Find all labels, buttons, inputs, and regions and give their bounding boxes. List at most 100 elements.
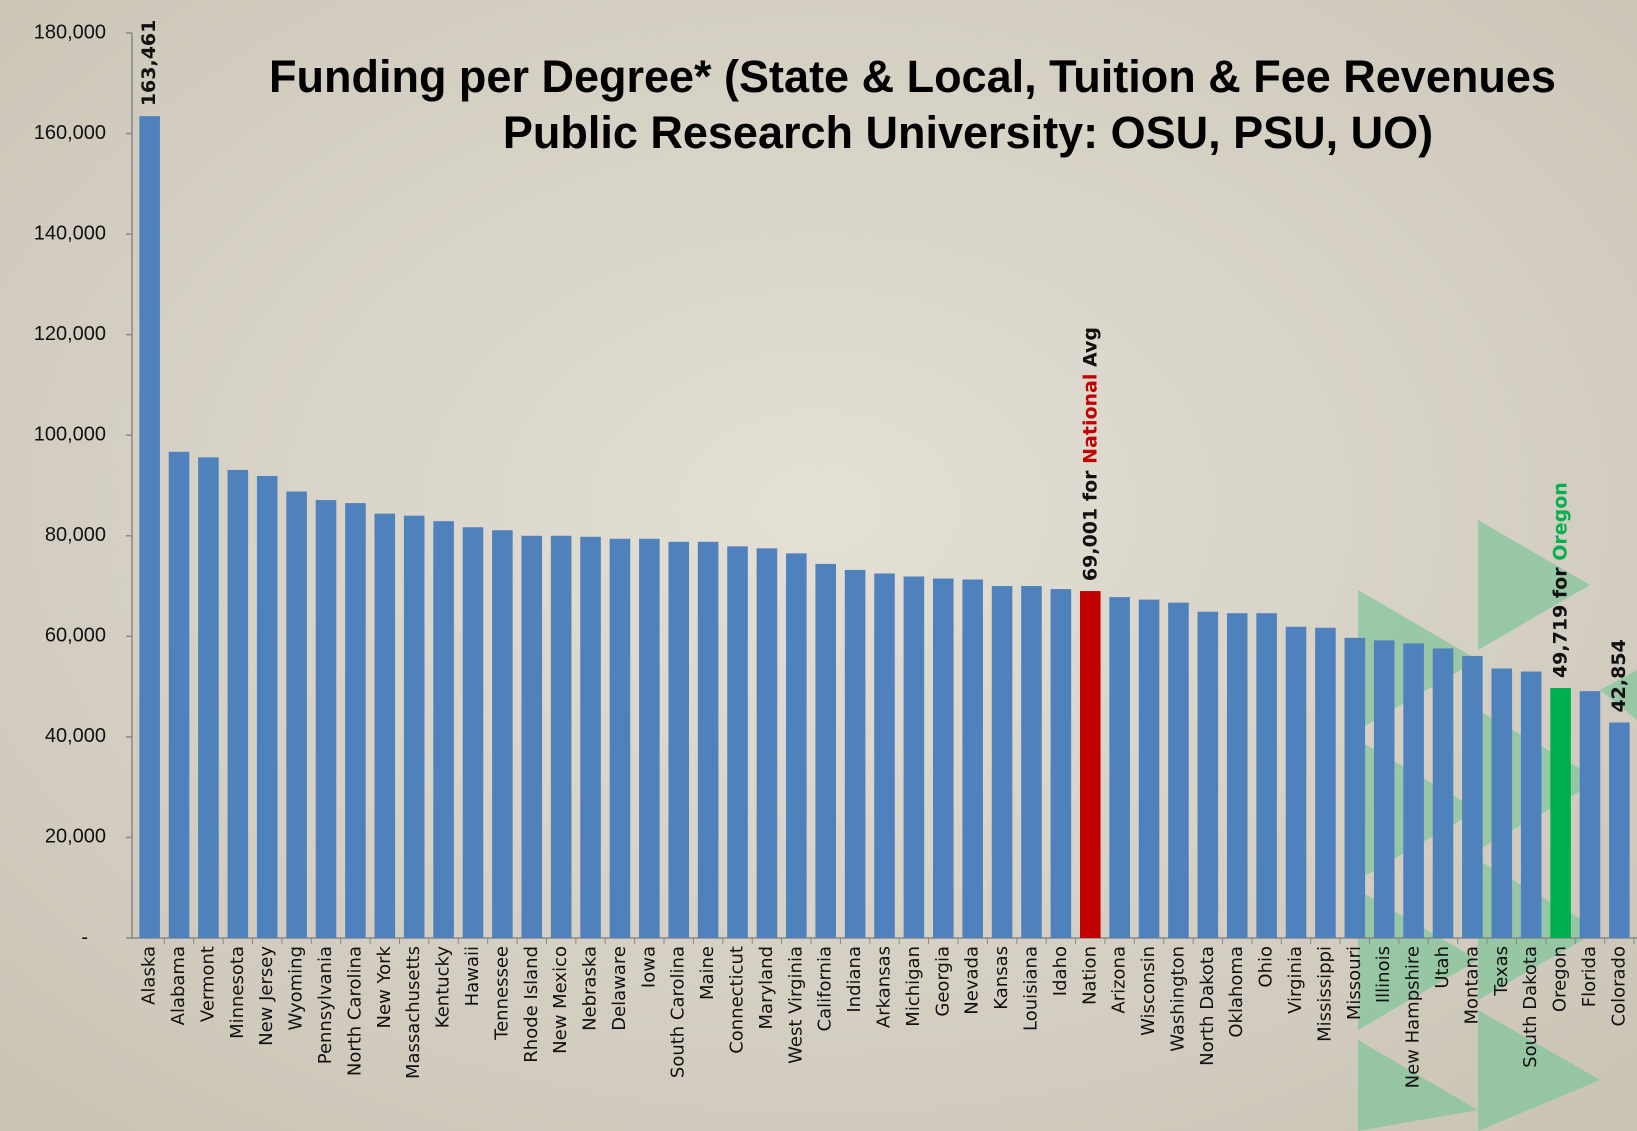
bar <box>639 538 660 938</box>
bar <box>962 579 983 938</box>
x-tick-label: Nebraska <box>580 946 601 1031</box>
bar <box>1197 611 1219 938</box>
x-tick-label: Delaware <box>609 946 630 1031</box>
value-label-part: 69,001 for <box>1079 464 1101 581</box>
x-tick-label: Minnesota <box>227 946 248 1039</box>
bar <box>1256 613 1277 938</box>
bar <box>756 548 778 938</box>
value-label-part: 49,719 for <box>1549 561 1571 678</box>
value-label: 69,001 for National Avg <box>1079 327 1101 581</box>
bar <box>462 527 484 938</box>
bar <box>227 469 249 938</box>
bar <box>786 553 807 938</box>
y-tick-label: 20,000 <box>45 826 106 848</box>
bar <box>433 521 454 938</box>
bar <box>1432 648 1454 938</box>
x-tick-label: New Jersey <box>256 946 277 1046</box>
value-label: 42,854 <box>1608 639 1630 712</box>
bar <box>1550 688 1571 938</box>
bar <box>286 491 307 938</box>
x-tick-label: South Dakota <box>1520 946 1541 1068</box>
x-tick-label: Arizona <box>1109 946 1130 1014</box>
x-tick-label: Utah <box>1432 946 1453 989</box>
bar <box>1520 671 1542 938</box>
x-tick-label: Hawaii <box>462 946 483 1006</box>
bar <box>345 503 366 938</box>
bar <box>1609 722 1630 938</box>
bar <box>1079 591 1101 938</box>
y-tick-label: 100,000 <box>34 424 106 446</box>
bar <box>1373 640 1395 938</box>
value-label-part: National <box>1079 374 1101 464</box>
bar <box>1579 691 1601 938</box>
chart-title: Funding per Degree* (State & Local, Tuit… <box>269 51 1556 102</box>
y-tick-label: 140,000 <box>34 222 106 244</box>
bar <box>1315 627 1336 938</box>
x-tick-label: Maine <box>697 946 718 1000</box>
x-tick-label: Maryland <box>756 946 777 1029</box>
x-tick-label: Louisiana <box>1020 946 1041 1031</box>
x-tick-label: Alaska <box>139 946 160 1005</box>
x-tick-label: North Carolina <box>344 946 365 1076</box>
bar <box>609 538 631 938</box>
bar <box>492 530 513 938</box>
x-tick-label: Vermont <box>197 946 218 1022</box>
bar <box>550 535 572 938</box>
bar <box>991 586 1013 938</box>
bar <box>1462 655 1483 938</box>
x-tick-label: Nevada <box>962 946 983 1015</box>
x-tick-label: Kansas <box>991 946 1012 1010</box>
x-tick-label: Connecticut <box>727 946 748 1054</box>
x-tick-label: Oregon <box>1550 946 1571 1012</box>
bar <box>315 500 337 938</box>
bar <box>1285 626 1307 938</box>
bar <box>1344 637 1366 938</box>
x-tick-label: Wyoming <box>286 946 307 1031</box>
y-tick-label: 80,000 <box>45 524 106 546</box>
y-tick-label: - <box>81 926 88 948</box>
x-tick-label: Indiana <box>844 946 865 1013</box>
y-tick-label: 60,000 <box>45 625 106 647</box>
bar <box>403 515 425 938</box>
value-label-part: Oregon <box>1549 482 1571 561</box>
bar <box>521 535 543 938</box>
x-tick-label: Texas <box>1491 946 1512 997</box>
bar <box>668 541 690 938</box>
bar <box>1138 599 1160 938</box>
x-tick-label: Idaho <box>1050 946 1071 996</box>
x-tick-label: Kentucky <box>433 946 454 1029</box>
x-tick-label: Wisconsin <box>1138 946 1159 1036</box>
x-tick-label: Alabama <box>168 946 189 1025</box>
x-tick-label: Montana <box>1461 946 1482 1024</box>
chart-title: Public Research University: OSU, PSU, UO… <box>503 107 1433 158</box>
bar <box>374 513 396 938</box>
bar <box>727 546 748 938</box>
bar <box>874 573 895 938</box>
x-tick-label: Washington <box>1167 946 1188 1052</box>
y-tick-label: 160,000 <box>34 122 106 144</box>
x-tick-label: Mississippi <box>1314 946 1335 1042</box>
value-label-part: Avg <box>1079 327 1101 374</box>
y-tick-label: 40,000 <box>45 725 106 747</box>
x-tick-label: Colorado <box>1608 946 1629 1026</box>
bar <box>1168 602 1189 938</box>
x-tick-label: Tennessee <box>491 946 512 1041</box>
x-tick-label: Ohio <box>1256 946 1277 988</box>
x-tick-label: Florida <box>1579 946 1600 1007</box>
bar <box>697 541 719 938</box>
y-tick-label: 180,000 <box>34 21 106 43</box>
x-tick-label: Virginia <box>1285 946 1306 1014</box>
value-label: 49,719 for Oregon <box>1549 482 1571 678</box>
bar <box>1491 668 1513 938</box>
x-tick-label: West Virginia <box>785 946 806 1064</box>
y-tick-label: 120,000 <box>34 323 106 345</box>
x-tick-label: Massachusetts <box>403 946 424 1079</box>
x-tick-label: Nation <box>1079 946 1100 1005</box>
bar <box>844 569 866 938</box>
bar <box>815 563 836 938</box>
bar <box>198 457 219 938</box>
x-tick-label: Iowa <box>638 946 659 988</box>
bar <box>139 116 160 938</box>
x-tick-label: Illinois <box>1373 946 1394 1003</box>
